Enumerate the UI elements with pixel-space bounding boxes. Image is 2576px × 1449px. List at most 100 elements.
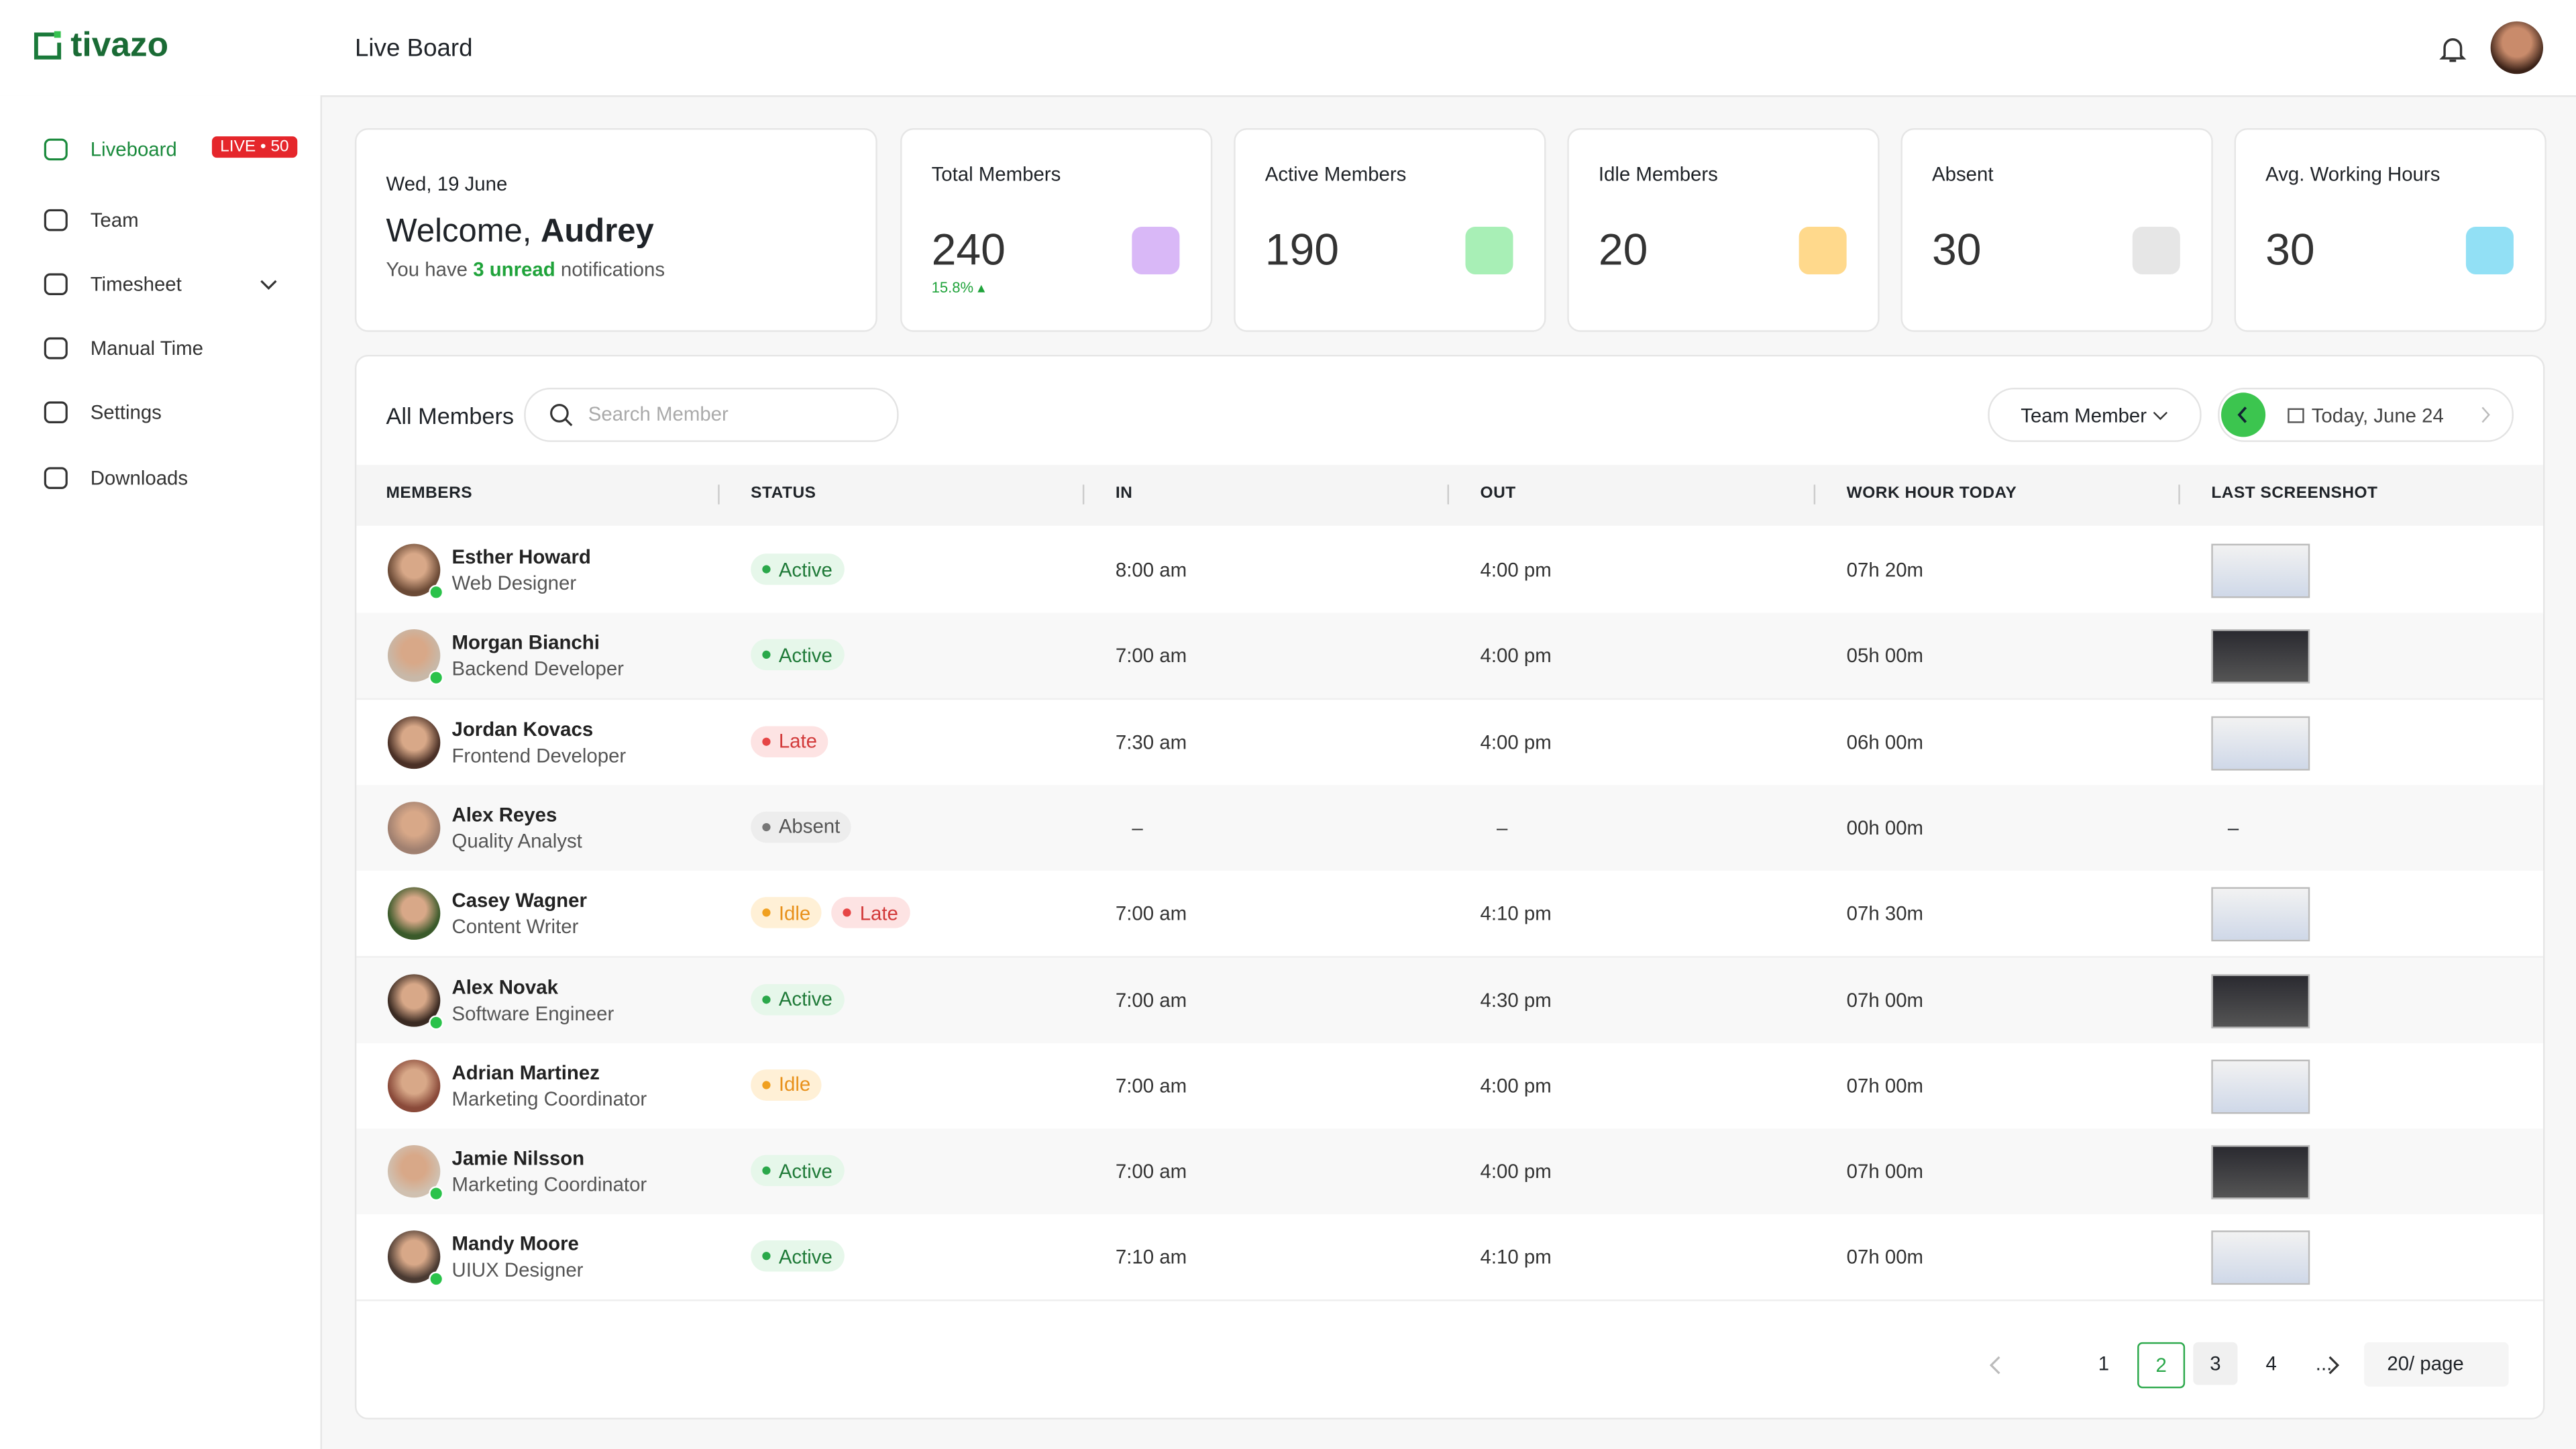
search-box[interactable]: Search Member [524, 387, 899, 442]
member-name: Jordan Kovacs [451, 717, 594, 741]
cell-in: 7:00 am [1115, 1160, 1187, 1183]
date-label: Today, June 24 [2311, 404, 2444, 427]
prev-page-icon[interactable] [1988, 1355, 2004, 1375]
logo: tivazo [70, 26, 169, 64]
screenshot-thumb[interactable] [2211, 1059, 2310, 1114]
status-pill: Idle [751, 897, 822, 929]
stat-icon [1132, 226, 1180, 274]
cell-hours: 00h 00m [1846, 816, 1924, 840]
nav-item[interactable]: Timesheet [33, 268, 296, 301]
page-button[interactable]: 4 [2265, 1352, 2277, 1375]
nav-item[interactable]: Team [33, 204, 296, 237]
stat-icon [2132, 226, 2180, 274]
greeting-text: Welcome, [386, 213, 532, 250]
member-row: Esther Howard Web Designer Active 8:00 am 4:… [356, 527, 2544, 614]
page-button[interactable]: 3 [2193, 1342, 2238, 1385]
page-size[interactable]: 20/ page [2364, 1342, 2509, 1387]
status-label: Late [859, 901, 898, 925]
member-row: Mandy Moore UIUX Designer Active 7:10 am 4:1… [356, 1214, 2544, 1302]
online-dot [429, 1186, 444, 1201]
stat-label: Active Members [1265, 162, 1407, 186]
member-name: Alex Novak [451, 975, 558, 998]
screenshot-thumb[interactable] [2211, 973, 2310, 1028]
status-pill: Active [751, 1155, 845, 1187]
status-cell: Active [751, 1155, 854, 1187]
page-button[interactable]: 2 [2137, 1342, 2186, 1389]
cell-out: 4:30 pm [1480, 988, 1552, 1012]
stat-value: 190 [1265, 225, 1340, 274]
status-cell: Absent [751, 811, 861, 843]
cell-out: 4:00 pm [1480, 1074, 1552, 1097]
nav-label: Timesheet [90, 272, 182, 296]
member-name: Adrian Martinez [451, 1061, 600, 1084]
column-header[interactable]: OUT [1480, 484, 1516, 503]
stat-card: Absent 30 [1900, 128, 2213, 332]
screenshot-thumb[interactable] [2211, 1145, 2310, 1199]
status-label: Active [778, 1159, 833, 1183]
column-header[interactable]: MEMBERS [386, 484, 473, 503]
member-name: Esther Howard [451, 545, 591, 569]
column-header[interactable]: LAST SCREENSHOT [2211, 484, 2378, 503]
prev-date-button[interactable] [2221, 392, 2266, 437]
online-dot [429, 1014, 444, 1030]
screenshot-thumb[interactable] [2211, 629, 2310, 684]
stat-icon [1799, 226, 1847, 274]
nav-item[interactable]: Liveboard LIVE • 50 [33, 133, 297, 166]
stat-value: 240 [931, 225, 1006, 274]
members-card: All Members Search Member Team Member To… [354, 354, 2545, 1419]
member-row: Jordan Kovacs Frontend Developer Late 7:30 … [356, 699, 2544, 787]
nav-item[interactable]: Downloads [33, 462, 296, 494]
page-button[interactable]: 1 [2098, 1352, 2110, 1375]
stat-card: Active Members 190 [1234, 128, 1546, 332]
screenshot-thumb[interactable] [2211, 1231, 2310, 1286]
status-pill: Absent [751, 811, 852, 843]
member-role: Frontend Developer [451, 743, 627, 767]
next-page-icon[interactable] [2324, 1355, 2341, 1375]
stat-value: 20 [1598, 225, 1648, 274]
profile-avatar[interactable] [2490, 21, 2544, 74]
nav-item[interactable]: Manual Time [33, 332, 296, 365]
cell-in: 8:00 am [1115, 558, 1187, 582]
screenshot-empty: – [2227, 816, 2239, 840]
status-label: Late [778, 729, 818, 753]
bell-button[interactable] [2436, 33, 2469, 66]
cell-in: 7:00 am [1115, 1074, 1187, 1097]
date-picker: Today, June 24 [2218, 387, 2514, 442]
nav-item[interactable]: Settings [33, 396, 296, 429]
note-highlight[interactable]: 3 unread [473, 258, 555, 281]
column-header[interactable]: STATUS [751, 484, 816, 503]
column-divider [2178, 484, 2180, 504]
screenshot-thumb[interactable] [2211, 715, 2310, 770]
screenshot-thumb[interactable] [2211, 887, 2310, 942]
sidebar [0, 95, 323, 1449]
next-date-button[interactable] [2477, 406, 2496, 424]
stat-card: Total Members 240 15.8% ▴ [900, 128, 1213, 332]
page-title: Live Board [354, 34, 473, 63]
online-dot [429, 1272, 444, 1287]
stat-card: Idle Members 20 [1567, 128, 1880, 332]
member-role: Software Engineer [451, 1001, 614, 1024]
notification-note: You have 3 unread notifications [386, 258, 665, 280]
nav-label: Manual Time [90, 337, 203, 360]
status-pill: Active [751, 639, 845, 671]
column-header[interactable]: IN [1115, 484, 1133, 503]
team-filter[interactable]: Team Member [1988, 387, 2202, 442]
cell-in: 7:00 am [1115, 988, 1187, 1012]
screenshot-thumb[interactable] [2211, 543, 2310, 598]
status-pill: Idle [751, 1069, 822, 1101]
column-header[interactable]: WORK HOUR TODAY [1846, 484, 2017, 503]
member-row: Alex Reyes Quality Analyst Absent – – 00h 00m… [356, 785, 2544, 873]
status-label: Active [778, 987, 833, 1011]
member-name: Casey Wagner [451, 889, 587, 912]
page-button[interactable]: ... [2315, 1352, 2332, 1375]
status-pill: Active [751, 1240, 845, 1273]
cell-out: 4:00 pm [1480, 558, 1552, 582]
table-title: All Members [386, 402, 515, 429]
welcome-card: Wed, 19 June Welcome, Audrey You have 3 … [354, 128, 877, 332]
cell-out: 4:10 pm [1480, 1246, 1552, 1269]
stat-icon [1465, 226, 1513, 274]
nav-label: Team [90, 209, 139, 232]
column-divider [1813, 484, 1816, 504]
cell-hours: 05h 00m [1846, 644, 1924, 668]
